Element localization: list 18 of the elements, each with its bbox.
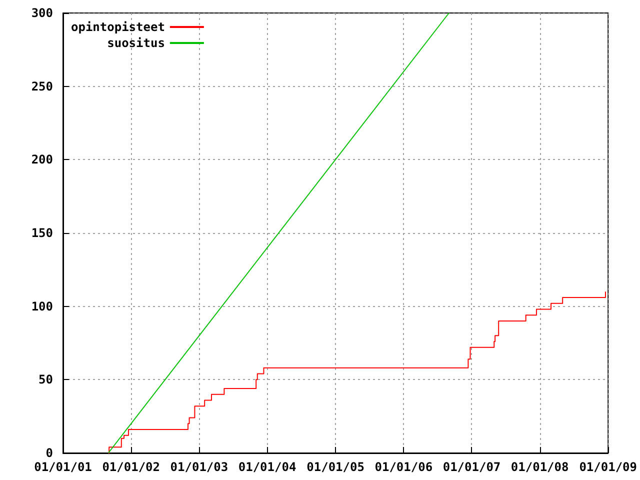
x-tick-label: 01/01/02 <box>102 460 160 474</box>
y-tick-label: 150 <box>31 226 53 240</box>
y-tick-label: 100 <box>31 299 53 314</box>
x-tick-label: 01/01/05 <box>306 460 364 474</box>
legend-label: opintopisteet <box>71 20 165 34</box>
y-tick-label: 250 <box>31 79 53 94</box>
x-tick-label: 01/01/06 <box>374 460 433 474</box>
x-tick-label: 01/01/08 <box>510 460 569 474</box>
y-tick-label: 300 <box>31 6 53 20</box>
x-tick-label: 01/01/04 <box>238 460 296 474</box>
x-tick-label: 01/01/07 <box>442 460 501 474</box>
legend-label: suositus <box>107 36 165 50</box>
y-tick-label: 200 <box>31 152 53 167</box>
y-tick-label: 50 <box>38 372 53 387</box>
x-tick-label: 01/01/03 <box>170 460 228 474</box>
x-tick-label: 01/01/09 <box>579 460 637 474</box>
y-tick-label: 0 <box>46 446 53 460</box>
x-tick-label: 01/01/01 <box>34 460 92 474</box>
